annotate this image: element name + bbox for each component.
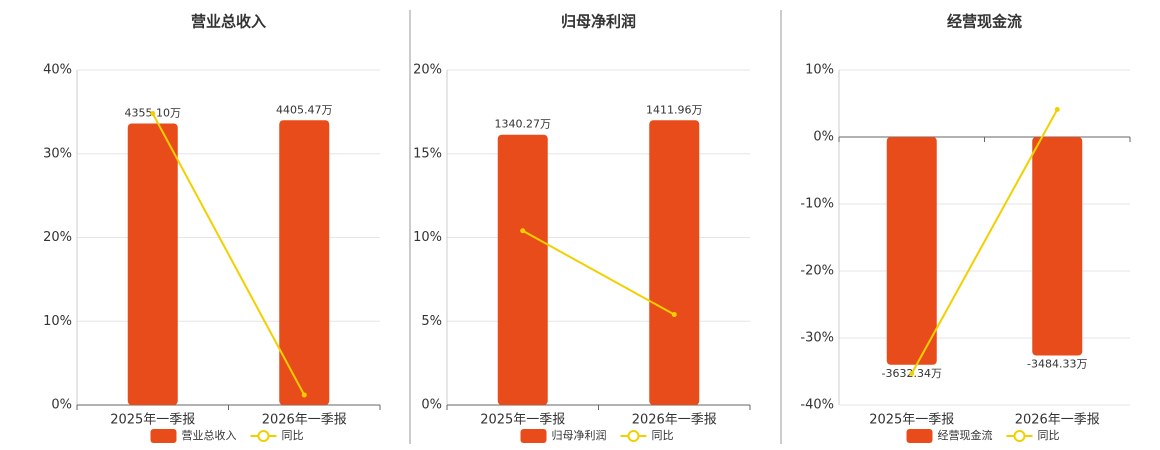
x-tick-label: 2025年一季报 [869,413,954,428]
legend-symbol [1013,430,1026,442]
y-tick-label: 15% [413,146,442,161]
x-tick-label: 2025年一季报 [110,413,195,428]
y-tick-label: 30% [43,146,72,161]
y-tick-label: 0% [421,398,442,413]
line [522,229,675,316]
x-tick-label: 2025年一季报 [480,413,565,428]
y-tick-label: 10% [805,63,834,78]
bar [886,137,937,365]
legend-label: 同比 [1038,429,1060,442]
legend-label: 营业总收入 [182,428,237,442]
line [151,113,306,396]
legend-label: 同比 [652,429,674,442]
line-point [909,371,915,377]
line [910,109,1059,374]
legend-symbol [257,430,270,442]
line-point [520,228,526,234]
line-point [1054,107,1060,113]
chart-title: 归母净利润 [561,13,636,31]
value-label: 1340.27万 [495,118,552,131]
y-tick-label: -30% [800,331,834,346]
line-point [671,312,677,318]
bar [127,123,178,406]
chart-title: 营业总收入 [191,13,266,31]
y-tick-label: 0% [51,398,72,413]
legend-label: 同比 [282,429,304,442]
legend-label: 经营现金流 [938,428,993,442]
legend-symbol [150,429,177,443]
x-tick-label: 2026年一季报 [1015,413,1100,428]
y-tick-label: 40% [43,63,72,78]
value-label: 1411.96万 [646,103,703,116]
value-label: 4405.47万 [276,103,333,116]
legend-symbol [520,429,547,443]
y-tick-label: 10% [413,230,442,245]
y-tick-label: 0% [813,130,834,145]
bar [649,120,700,405]
y-tick-label: 20% [413,63,442,78]
y-tick-label: 10% [43,314,72,329]
line-point [301,392,307,398]
legend-symbol [627,430,640,442]
y-tick-label: -40% [800,398,834,413]
bar [1032,137,1083,356]
bar [279,120,330,405]
legend-symbol [906,429,933,443]
chart-title: 经营现金流 [947,13,1022,31]
value-label: -3484.33万 [1027,358,1087,371]
y-tick-label: -10% [800,197,834,212]
y-tick-label: 5% [421,314,442,329]
x-tick-label: 2026年一季报 [262,413,347,428]
y-tick-label: -20% [800,264,834,279]
bar [497,134,548,406]
y-tick-label: 20% [43,230,72,245]
x-tick-label: 2026年一季报 [632,413,717,428]
legend-label: 归母净利润 [552,428,607,442]
line-point [150,111,156,117]
